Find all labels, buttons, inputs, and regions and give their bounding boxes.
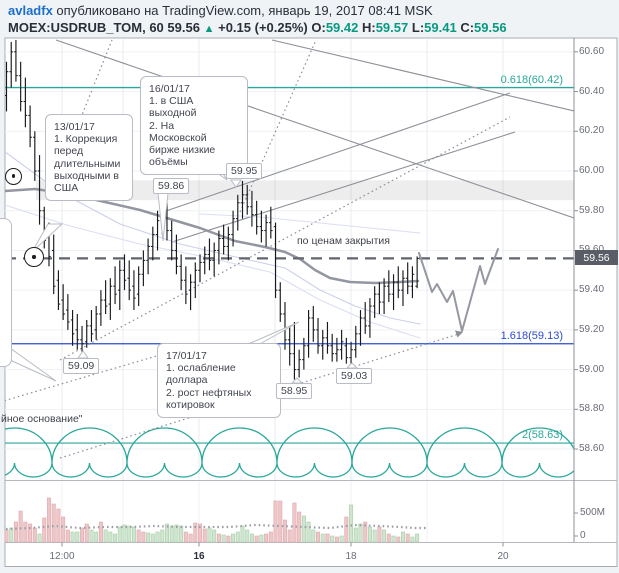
callout-tail [31, 223, 64, 253]
candle-series[interactable] [5, 39, 419, 380]
price-note-tag[interactable]: 59.86 [153, 178, 190, 194]
fib-1618-label: 1.618(59.13) [500, 329, 563, 342]
last-price-axis-tag: 59.56 [575, 250, 618, 266]
author-link[interactable]: avladfx [8, 3, 53, 18]
target-marker-icon[interactable] [24, 247, 44, 267]
trendline[interactable] [271, 39, 574, 112]
volume-ma-dotted [5, 523, 428, 531]
close-value: 59.56 [474, 20, 507, 35]
trendline-dotted[interactable] [239, 39, 317, 213]
price-axis-label: 60.20 [579, 125, 605, 137]
price-axis-label: 58.80 [579, 403, 605, 415]
trendline[interactable] [162, 92, 511, 213]
price-axis-label: 58.60 [579, 443, 605, 455]
callout-17-01[interactable]: 17/01/17 1. ослабление доллара 2. рост н… [157, 343, 281, 418]
ma-line-light [5, 151, 421, 325]
low-value: 59.41 [424, 20, 457, 35]
price-axis-label: 60.00 [579, 165, 605, 176]
price-note-tag[interactable]: 58.95 [276, 383, 313, 399]
price-axis-label: 59.80 [579, 204, 605, 216]
cycle-arcs-small[interactable] [0, 462, 615, 478]
price-change: +0.15 (+0.25%) [218, 20, 308, 35]
note-close-prices: по ценам закрытия [297, 235, 390, 247]
trendline-dotted[interactable] [0, 351, 171, 402]
open-label: O: [311, 20, 326, 35]
clipped-callout-left[interactable] [0, 218, 12, 367]
time-axis-label[interactable]: 12:00 [49, 551, 75, 562]
last-price: 59.56 [167, 20, 200, 35]
price-note-tag[interactable]: 59.95 [226, 163, 263, 179]
time-axis-label[interactable]: 20 [497, 551, 509, 562]
note-triple-bottom: йное основание" [1, 413, 83, 425]
fib-2-label: 2(58.63) [522, 429, 563, 442]
price-axis-label: 60.40 [579, 85, 605, 97]
volume-axis-label: 0 [580, 530, 586, 541]
callout-16-01[interactable]: 16/01/17 1. в США выходной 2. На Московс… [140, 76, 248, 176]
callout-13-01[interactable]: 13/01/17 1. Коррекция перед длительными … [45, 114, 133, 202]
price-axis-label: 59.60 [579, 244, 604, 255]
callout-tail [230, 179, 242, 188]
symbol-legend: MOEX:USDRUB_TOM, 60 59.56 ▲ +0.15 (+0.25… [8, 19, 613, 38]
cycle-arcs-large[interactable] [0, 427, 619, 464]
trendline-dotted[interactable] [59, 332, 463, 459]
price-axis-label: 59.40 [579, 284, 605, 296]
attribution-header: avladfx опубликовано на TradingView.com,… [8, 2, 613, 38]
time-axis-label[interactable]: 16 [193, 551, 205, 562]
price-axis-label: 60.60 [579, 45, 605, 57]
attribution-text: опубликовано на TradingView.com, январь … [52, 3, 433, 18]
volume-series[interactable] [4, 497, 420, 543]
close-label: C: [460, 20, 475, 35]
price-note-tag[interactable]: 59.03 [336, 368, 373, 384]
open-value: 59.42 [325, 20, 359, 35]
symbol-name[interactable]: MOEX:USDRUB_TOM, 60 [8, 20, 164, 35]
trendline[interactable] [55, 39, 574, 219]
low-label: L: [411, 20, 425, 35]
up-arrow-icon: ▲ [203, 23, 215, 35]
forecast-zigzag [418, 248, 499, 332]
price-axis-label: 59.20 [579, 323, 605, 335]
high-label: H: [361, 20, 376, 35]
trendline-arrowhead [455, 330, 463, 338]
time-axis-label[interactable]: 18 [345, 551, 357, 562]
price-axis-label: 59.00 [579, 363, 605, 375]
fib-0618-label: 0.618(60.42) [500, 73, 563, 86]
trendline[interactable] [171, 131, 516, 243]
high-value: 59.57 [375, 20, 409, 35]
volume-axis-label: 500M [580, 507, 606, 518]
ma-line-light [199, 213, 421, 234]
target-marker-icon[interactable] [5, 167, 22, 185]
price-note-tag[interactable]: 59.09 [63, 358, 100, 374]
attribution-line: avladfx опубликовано на TradingView.com,… [8, 2, 613, 19]
